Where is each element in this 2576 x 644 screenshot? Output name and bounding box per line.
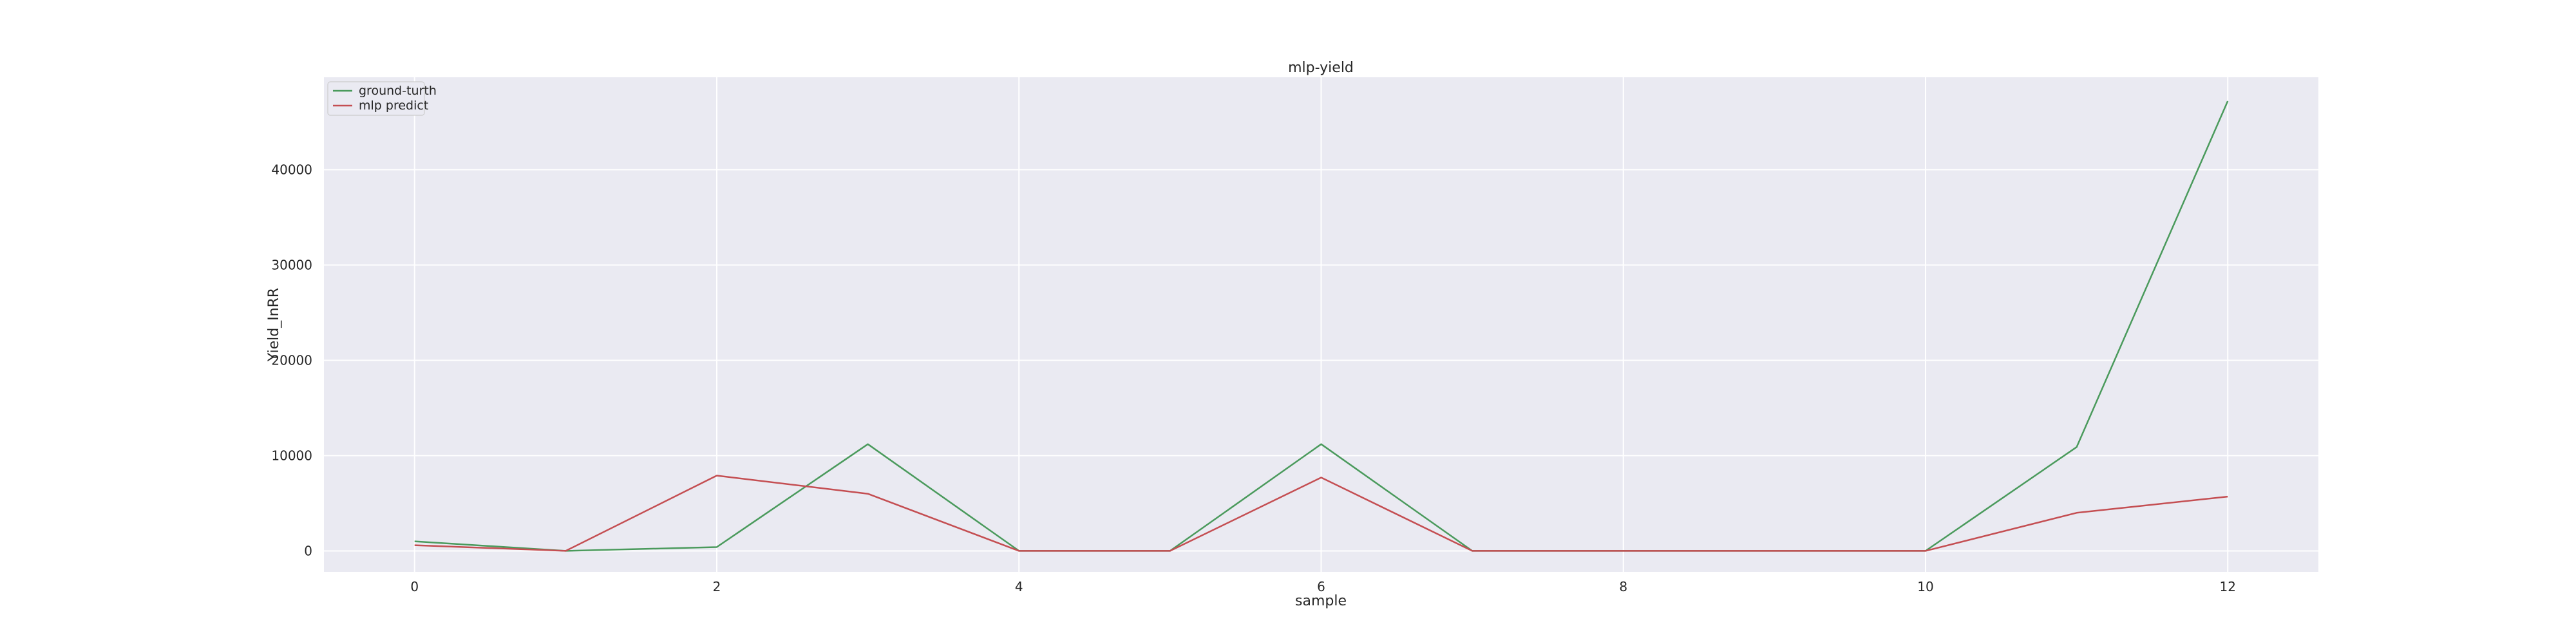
y-axis-label: Yield_InRR <box>266 288 282 362</box>
x-tick-label: 12 <box>2220 579 2236 594</box>
x-tick-label: 6 <box>1317 579 1325 594</box>
legend-label-mlp-predict: mlp predict <box>359 99 428 113</box>
y-tick-label: 20000 <box>271 352 312 368</box>
y-tick-labels: 0 10000 20000 30000 40000 <box>271 162 312 559</box>
x-tick-label: 8 <box>1619 579 1627 594</box>
grid-lines <box>324 77 2318 572</box>
legend-label-ground-turth: ground-turth <box>359 84 437 98</box>
series-layer <box>414 100 2229 552</box>
x-tick-labels: 0 2 4 6 8 10 12 <box>410 579 2236 594</box>
x-tick-label: 0 <box>410 579 419 594</box>
legend: ground-turth mlp predict <box>327 81 437 116</box>
y-tick-label: 40000 <box>271 162 312 178</box>
y-tick-label: 0 <box>304 543 312 558</box>
x-tick-label: 2 <box>713 579 721 594</box>
x-tick-label: 4 <box>1015 579 1023 594</box>
y-tick-label: 10000 <box>271 448 312 463</box>
x-axis-label: sample <box>1295 593 1347 609</box>
y-tick-label: 30000 <box>271 258 312 273</box>
series-line-mlp-predict <box>414 475 2228 552</box>
x-tick-label: 10 <box>1917 579 1933 594</box>
chart-title: mlp-yield <box>1288 60 1354 76</box>
